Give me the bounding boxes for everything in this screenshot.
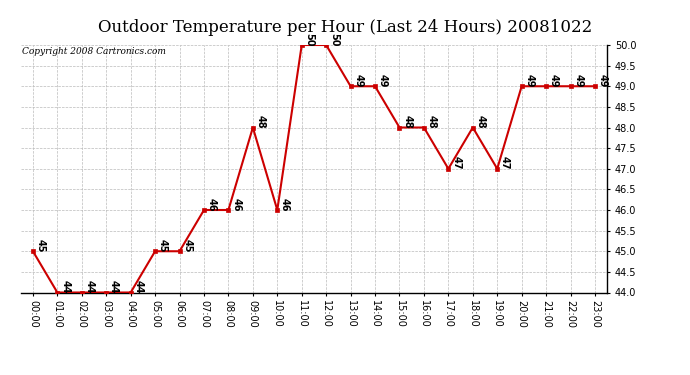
Text: 48: 48 [426, 115, 437, 129]
Text: 50: 50 [329, 33, 339, 46]
Text: 48: 48 [475, 115, 486, 129]
Text: 50: 50 [304, 33, 315, 46]
Text: 49: 49 [549, 74, 559, 87]
Text: 49: 49 [598, 74, 608, 87]
Text: 46: 46 [231, 198, 241, 211]
Text: 48: 48 [255, 115, 266, 129]
Text: 44: 44 [60, 280, 70, 294]
Text: 47: 47 [451, 156, 461, 170]
Text: 48: 48 [402, 115, 412, 129]
Text: 45: 45 [36, 239, 46, 252]
Text: 49: 49 [573, 74, 583, 87]
Text: 46: 46 [207, 198, 217, 211]
Text: 45: 45 [182, 239, 193, 252]
Text: 49: 49 [353, 74, 364, 87]
Text: 44: 44 [85, 280, 95, 294]
Text: 49: 49 [378, 74, 388, 87]
Text: Copyright 2008 Cartronics.com: Copyright 2008 Cartronics.com [22, 48, 166, 57]
Text: Outdoor Temperature per Hour (Last 24 Hours) 20081022: Outdoor Temperature per Hour (Last 24 Ho… [98, 19, 592, 36]
Text: 49: 49 [524, 74, 535, 87]
Text: 44: 44 [133, 280, 144, 294]
Text: 45: 45 [158, 239, 168, 252]
Text: 46: 46 [280, 198, 290, 211]
Text: 47: 47 [500, 156, 510, 170]
Text: 44: 44 [109, 280, 119, 294]
